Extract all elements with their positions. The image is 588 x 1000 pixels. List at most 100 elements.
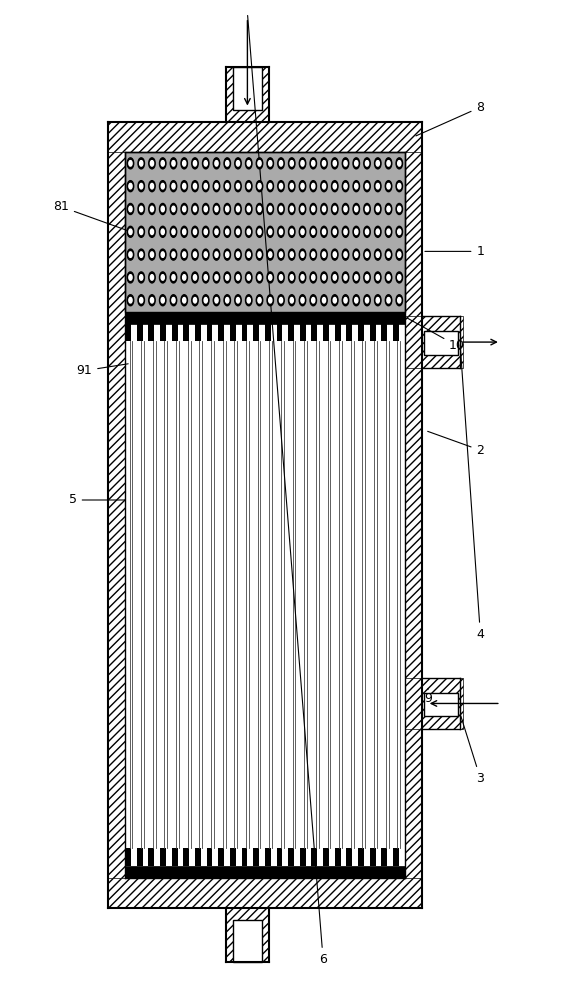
- Circle shape: [224, 181, 230, 192]
- Circle shape: [127, 158, 133, 169]
- Circle shape: [181, 203, 188, 214]
- Circle shape: [127, 226, 133, 237]
- Circle shape: [159, 181, 166, 192]
- Circle shape: [342, 181, 349, 192]
- Circle shape: [236, 161, 239, 166]
- Circle shape: [213, 249, 220, 260]
- Circle shape: [376, 161, 379, 166]
- Circle shape: [375, 203, 381, 214]
- Circle shape: [365, 229, 369, 235]
- Bar: [405, 316, 463, 368]
- Circle shape: [181, 158, 188, 169]
- Circle shape: [192, 295, 198, 306]
- Circle shape: [246, 203, 252, 214]
- Circle shape: [290, 229, 293, 235]
- Circle shape: [344, 297, 347, 303]
- Circle shape: [181, 181, 188, 192]
- Bar: [125, 866, 405, 878]
- Circle shape: [224, 272, 230, 283]
- Circle shape: [396, 226, 403, 237]
- Circle shape: [213, 226, 220, 237]
- Circle shape: [278, 181, 284, 192]
- Circle shape: [332, 203, 338, 214]
- Circle shape: [202, 295, 209, 306]
- Circle shape: [159, 272, 166, 283]
- Bar: [323, 848, 329, 866]
- Circle shape: [192, 226, 198, 237]
- Circle shape: [224, 249, 230, 260]
- Circle shape: [138, 181, 145, 192]
- Circle shape: [235, 158, 241, 169]
- Bar: [358, 848, 364, 866]
- Circle shape: [235, 272, 241, 283]
- Circle shape: [397, 297, 401, 303]
- Circle shape: [193, 206, 196, 212]
- Circle shape: [202, 249, 209, 260]
- Circle shape: [215, 206, 218, 212]
- Circle shape: [192, 181, 198, 192]
- Circle shape: [127, 295, 133, 306]
- Circle shape: [129, 161, 132, 166]
- Circle shape: [290, 183, 293, 189]
- Circle shape: [322, 297, 326, 303]
- Circle shape: [161, 297, 164, 303]
- Text: 1: 1: [425, 245, 485, 258]
- Circle shape: [321, 226, 328, 237]
- Circle shape: [161, 161, 164, 166]
- Circle shape: [279, 275, 283, 280]
- Circle shape: [138, 203, 145, 214]
- Circle shape: [138, 158, 145, 169]
- Circle shape: [183, 161, 186, 166]
- Circle shape: [256, 158, 263, 169]
- Circle shape: [129, 252, 132, 257]
- Bar: [242, 848, 248, 866]
- Circle shape: [279, 297, 283, 303]
- Circle shape: [376, 252, 379, 257]
- Circle shape: [355, 206, 358, 212]
- Circle shape: [289, 226, 295, 237]
- Bar: [335, 848, 340, 866]
- Circle shape: [299, 249, 306, 260]
- Circle shape: [226, 183, 229, 189]
- Circle shape: [138, 226, 145, 237]
- Circle shape: [183, 252, 186, 257]
- Circle shape: [139, 229, 143, 235]
- Circle shape: [344, 275, 347, 280]
- Circle shape: [129, 229, 132, 235]
- Circle shape: [312, 229, 315, 235]
- Circle shape: [310, 203, 316, 214]
- Circle shape: [385, 295, 392, 306]
- Circle shape: [256, 181, 263, 192]
- Circle shape: [353, 226, 359, 237]
- Circle shape: [192, 203, 198, 214]
- Circle shape: [396, 295, 403, 306]
- Circle shape: [299, 158, 306, 169]
- Circle shape: [365, 297, 369, 303]
- Circle shape: [236, 297, 239, 303]
- Circle shape: [256, 203, 263, 214]
- Bar: [125, 848, 131, 866]
- Circle shape: [171, 295, 177, 306]
- Circle shape: [279, 183, 283, 189]
- Circle shape: [149, 203, 155, 214]
- Circle shape: [312, 252, 315, 257]
- Bar: [288, 324, 294, 341]
- Circle shape: [224, 203, 230, 214]
- Circle shape: [310, 181, 316, 192]
- Circle shape: [387, 229, 390, 235]
- Circle shape: [301, 275, 304, 280]
- Circle shape: [333, 297, 336, 303]
- Bar: [160, 324, 166, 341]
- Bar: [425, 693, 457, 716]
- Circle shape: [364, 158, 370, 169]
- Circle shape: [375, 181, 381, 192]
- Circle shape: [215, 229, 218, 235]
- Circle shape: [138, 295, 145, 306]
- Circle shape: [365, 275, 369, 280]
- Circle shape: [396, 272, 403, 283]
- Circle shape: [171, 249, 177, 260]
- Circle shape: [310, 158, 316, 169]
- Circle shape: [342, 272, 349, 283]
- Circle shape: [159, 226, 166, 237]
- Text: 8: 8: [416, 101, 485, 136]
